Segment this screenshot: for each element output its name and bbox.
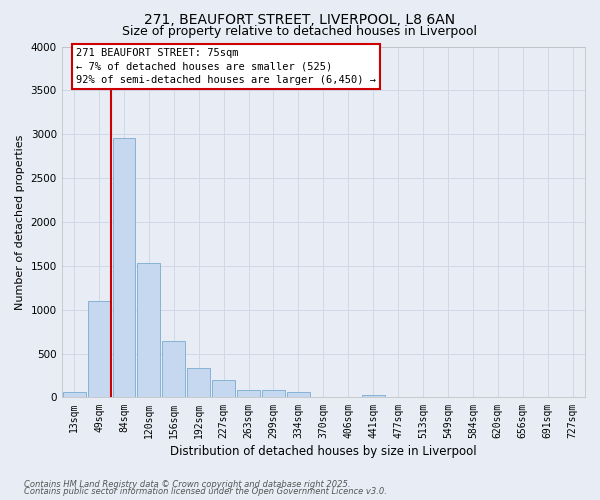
X-axis label: Distribution of detached houses by size in Liverpool: Distribution of detached houses by size …: [170, 444, 476, 458]
Text: Contains HM Land Registry data © Crown copyright and database right 2025.: Contains HM Land Registry data © Crown c…: [24, 480, 350, 489]
Bar: [137, 263, 160, 398]
Bar: [88, 301, 110, 398]
Bar: [62, 392, 86, 398]
Bar: [287, 392, 310, 398]
Text: 271 BEAUFORT STREET: 75sqm
← 7% of detached houses are smaller (525)
92% of semi: 271 BEAUFORT STREET: 75sqm ← 7% of detac…: [76, 48, 376, 84]
Bar: [362, 395, 385, 398]
Text: 271, BEAUFORT STREET, LIVERPOOL, L8 6AN: 271, BEAUFORT STREET, LIVERPOOL, L8 6AN: [145, 12, 455, 26]
Text: Size of property relative to detached houses in Liverpool: Size of property relative to detached ho…: [122, 25, 478, 38]
Text: Contains public sector information licensed under the Open Government Licence v3: Contains public sector information licen…: [24, 488, 387, 496]
Bar: [237, 390, 260, 398]
Y-axis label: Number of detached properties: Number of detached properties: [15, 134, 25, 310]
Bar: [187, 368, 210, 398]
Bar: [163, 342, 185, 398]
Bar: [212, 380, 235, 398]
Bar: [113, 138, 136, 398]
Bar: [262, 390, 285, 398]
